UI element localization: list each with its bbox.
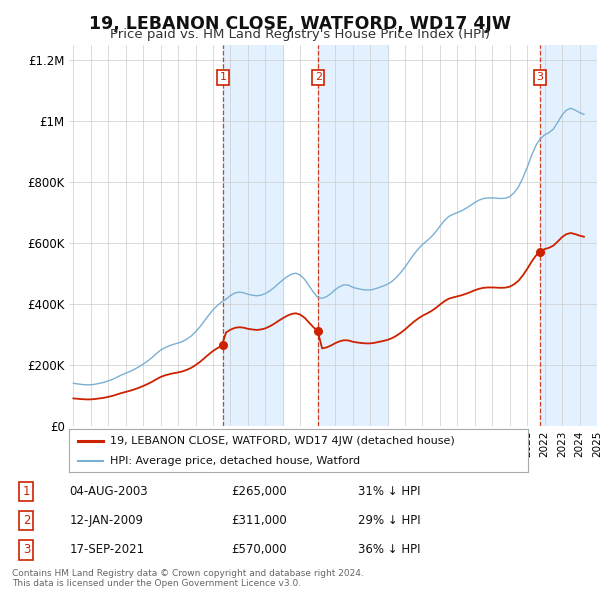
Text: 3: 3: [23, 543, 30, 556]
Text: 12-JAN-2009: 12-JAN-2009: [70, 514, 143, 527]
Text: 2: 2: [315, 72, 322, 82]
Text: 17-SEP-2021: 17-SEP-2021: [70, 543, 145, 556]
Text: 36% ↓ HPI: 36% ↓ HPI: [358, 543, 420, 556]
Bar: [223, 45, 283, 426]
Text: £265,000: £265,000: [231, 485, 287, 498]
Text: 04-AUG-2003: 04-AUG-2003: [70, 485, 148, 498]
Text: 1: 1: [23, 485, 30, 498]
Text: 3: 3: [536, 72, 543, 82]
Text: Contains HM Land Registry data © Crown copyright and database right 2024.
This d: Contains HM Land Registry data © Crown c…: [12, 569, 364, 588]
Text: £311,000: £311,000: [231, 514, 287, 527]
Text: 19, LEBANON CLOSE, WATFORD, WD17 4JW: 19, LEBANON CLOSE, WATFORD, WD17 4JW: [89, 15, 511, 33]
Text: 31% ↓ HPI: 31% ↓ HPI: [358, 485, 420, 498]
Text: 1: 1: [220, 72, 227, 82]
Text: HPI: Average price, detached house, Watford: HPI: Average price, detached house, Watf…: [110, 456, 361, 466]
Text: 2: 2: [23, 514, 30, 527]
Text: Price paid vs. HM Land Registry's House Price Index (HPI): Price paid vs. HM Land Registry's House …: [110, 28, 490, 41]
Bar: [319, 45, 388, 426]
Text: 19, LEBANON CLOSE, WATFORD, WD17 4JW (detached house): 19, LEBANON CLOSE, WATFORD, WD17 4JW (de…: [110, 436, 455, 446]
Bar: [539, 45, 597, 426]
Text: 29% ↓ HPI: 29% ↓ HPI: [358, 514, 420, 527]
Text: £570,000: £570,000: [231, 543, 287, 556]
